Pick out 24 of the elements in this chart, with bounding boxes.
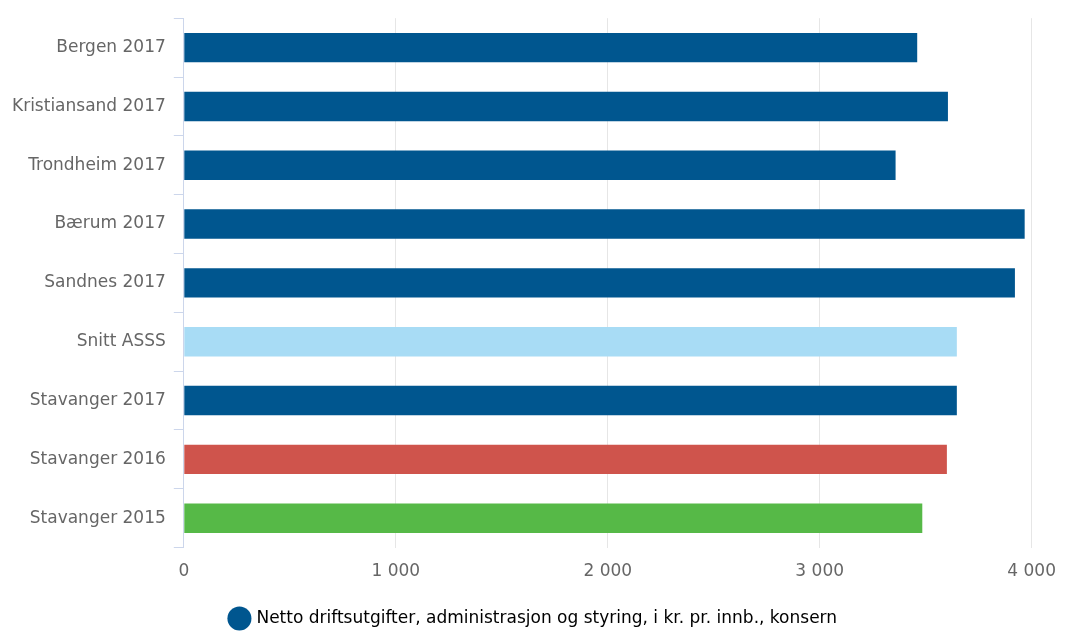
bar bbox=[184, 444, 947, 475]
x-tick-label: 2 000 bbox=[583, 560, 633, 581]
y-tick-label: Stavanger 2015 bbox=[29, 506, 166, 527]
x-tick-label: 3 000 bbox=[795, 560, 845, 581]
y-tick-label: Stavanger 2017 bbox=[29, 388, 166, 409]
bar bbox=[184, 503, 923, 533]
bar bbox=[184, 268, 1015, 298]
y-tick-label: Bergen 2017 bbox=[56, 36, 166, 57]
bar bbox=[184, 91, 948, 122]
bar bbox=[184, 150, 896, 180]
bar bbox=[184, 385, 957, 416]
y-tick-label: Snitt ASSS bbox=[76, 330, 166, 351]
y-tick-label: Bærum 2017 bbox=[54, 212, 166, 233]
bar bbox=[184, 32, 918, 63]
bar bbox=[184, 327, 957, 357]
x-tick-label: 4 000 bbox=[1007, 560, 1056, 581]
y-tick-label: Stavanger 2016 bbox=[29, 447, 166, 468]
y-tick-label: Sandnes 2017 bbox=[44, 271, 166, 292]
y-tick-label: Trondheim 2017 bbox=[27, 153, 166, 174]
x-tick-label: 1 000 bbox=[371, 560, 421, 581]
y-tick-label: Kristiansand 2017 bbox=[11, 94, 166, 115]
legend-label: Netto driftsutgifter, administrasjon og styring, i kr. pr. innb., konsern bbox=[256, 606, 838, 627]
bar bbox=[184, 209, 1025, 239]
x-tick-label: 0 bbox=[178, 560, 190, 581]
